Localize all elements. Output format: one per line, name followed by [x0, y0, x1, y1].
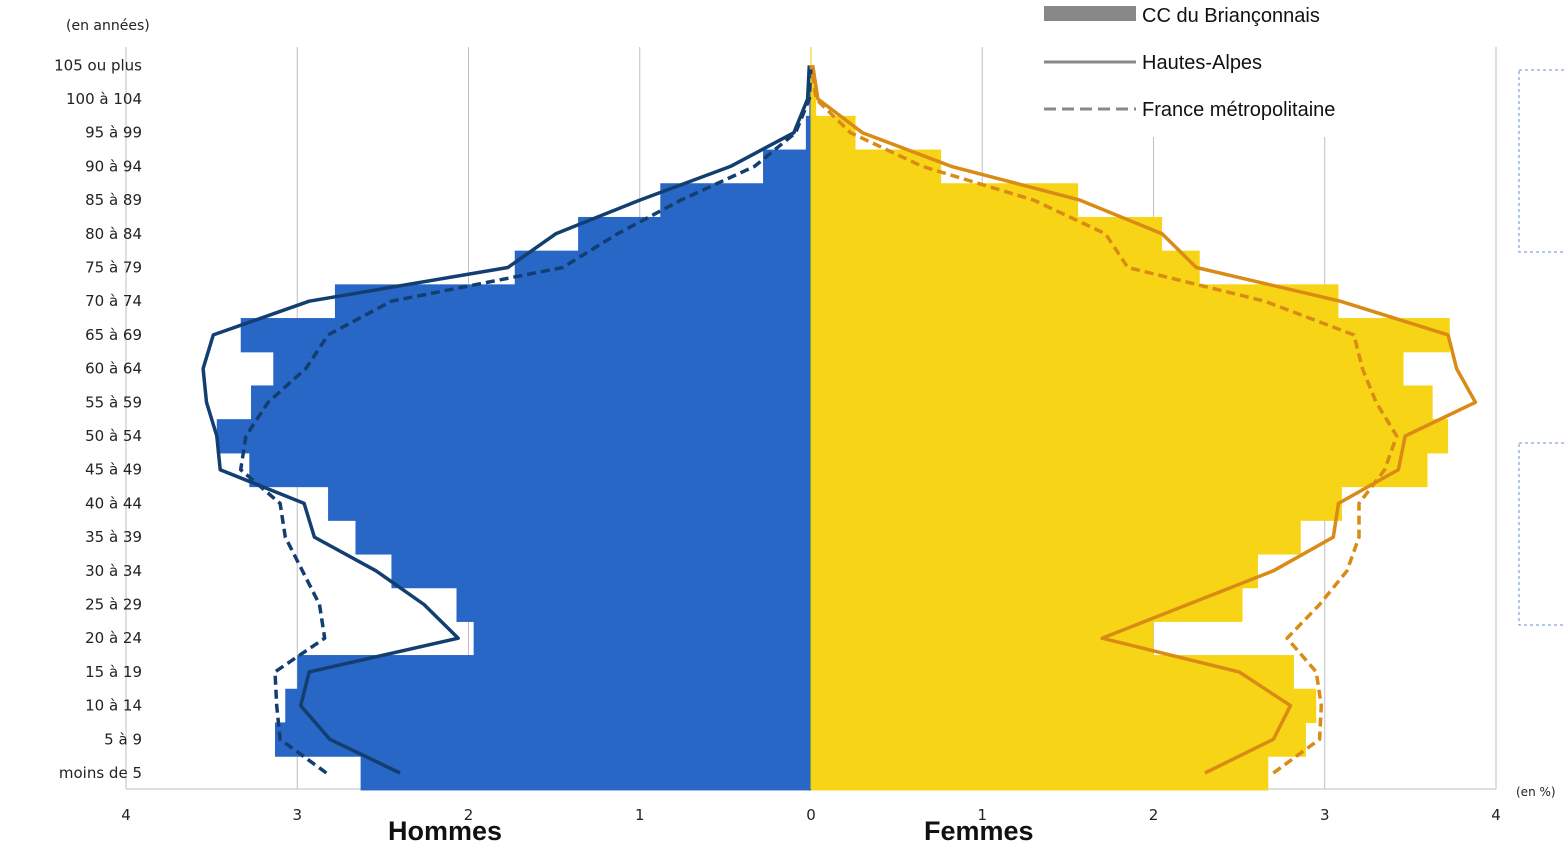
- bar-women-16: [811, 216, 1163, 252]
- bar-men-13: [240, 318, 812, 353]
- bar-men-14: [334, 284, 811, 319]
- category-label: 80 à 84: [85, 225, 142, 243]
- legend-label-france: France métropolitaine: [1142, 99, 1335, 121]
- bar-men-2: [285, 688, 811, 724]
- line-layer: [201, 65, 1478, 775]
- line-dept-men: [201, 65, 812, 775]
- bar-men-19: [805, 115, 811, 151]
- category-label: 25 à 29: [85, 596, 142, 614]
- bar-women-9: [811, 452, 1428, 488]
- x-unit-label: (en %): [1516, 785, 1556, 799]
- bar-women-15: [811, 250, 1200, 285]
- bar-men-10: [216, 419, 811, 454]
- bar-men-5: [456, 587, 811, 622]
- legend-background: [1038, 0, 1383, 137]
- x-tick-label: 4: [121, 806, 131, 824]
- category-label: 90 à 94: [85, 157, 142, 175]
- category-label: 105 ou plus: [54, 56, 142, 74]
- category-label: moins de 5: [59, 764, 142, 782]
- women-side-label: Femmes: [924, 816, 1034, 845]
- bar-men-3: [297, 655, 811, 690]
- legend: CC du Briançonnais Hautes-Alpes France m…: [1038, 0, 1383, 137]
- x-tick-label: 3: [292, 806, 302, 824]
- category-label: 95 à 99: [85, 124, 142, 142]
- x-tick-label: 4: [1491, 806, 1501, 824]
- category-label: 50 à 54: [85, 427, 142, 445]
- bar-men-17: [660, 183, 811, 218]
- bar-women-10: [811, 419, 1449, 454]
- bar-men-18: [763, 149, 811, 184]
- bar-women-3: [811, 655, 1294, 690]
- category-label: 10 à 14: [85, 697, 142, 715]
- bar-men-9: [249, 452, 812, 488]
- bar-women-20: [811, 82, 817, 117]
- x-tick-label: 2: [1149, 806, 1159, 824]
- line-dept-women: [810, 65, 1478, 775]
- category-label: 45 à 49: [85, 461, 142, 479]
- x-tick-label: 1: [635, 806, 645, 824]
- category-label: 60 à 64: [85, 360, 142, 378]
- bar-women-11: [811, 385, 1433, 420]
- bar-men-7: [355, 520, 811, 555]
- bar-men-15: [514, 250, 811, 285]
- bar-women-13: [811, 318, 1450, 353]
- bar-men-11: [251, 385, 811, 420]
- category-label: 40 à 44: [85, 494, 142, 512]
- category-labels: moins de 5 5 à 9 10 à 14 15 à 19 20 à 24 25 à…: [54, 56, 142, 782]
- bar-women-8: [811, 486, 1342, 521]
- bar-men-1: [274, 722, 811, 757]
- category-label: 65 à 69: [85, 326, 142, 344]
- bar-men-6: [391, 553, 811, 589]
- x-tick-label: 1: [977, 806, 987, 824]
- men-side-label: Hommes: [388, 816, 502, 845]
- category-label: 100 à 104: [66, 90, 142, 108]
- bar-men-0: [360, 756, 811, 791]
- category-label: 75 à 79: [85, 259, 142, 277]
- bar-men-8: [328, 486, 811, 521]
- legend-swatch-bar: [1044, 6, 1136, 21]
- line-france-women: [809, 65, 1399, 775]
- bar-women-6: [811, 553, 1258, 589]
- bar-women-7: [811, 520, 1301, 555]
- bar-women-2: [811, 688, 1317, 724]
- category-label: 85 à 89: [85, 191, 142, 209]
- bar-men-12: [273, 351, 811, 387]
- bar-men-4: [473, 621, 811, 656]
- bar-women-5: [811, 587, 1243, 622]
- category-label: 30 à 34: [85, 562, 142, 580]
- x-tick-label: 0: [806, 806, 816, 824]
- x-tick-labels: 4 3 2 1 0 1 2 3 4: [121, 806, 1501, 824]
- category-label: 55 à 59: [85, 393, 142, 411]
- category-label: 35 à 39: [85, 528, 142, 546]
- bar-women-1: [811, 722, 1306, 757]
- bar-men-16: [578, 216, 811, 252]
- category-label: 5 à 9: [104, 730, 142, 748]
- x-tick-label: 3: [1320, 806, 1330, 824]
- category-label: 20 à 24: [85, 629, 142, 647]
- side-box-top: [1518, 69, 1564, 253]
- x-tick-label: 2: [464, 806, 474, 824]
- bar-layer: [216, 47, 1450, 791]
- line-france-men: [238, 65, 813, 775]
- category-label: 70 à 74: [85, 292, 142, 310]
- y-axis-label: (en années): [66, 18, 150, 34]
- legend-label-dept: Hautes-Alpes: [1142, 52, 1262, 74]
- category-label: 15 à 19: [85, 663, 142, 681]
- legend-label-cc: CC du Briançonnais: [1142, 5, 1320, 27]
- bar-women-12: [811, 351, 1404, 387]
- bar-women-4: [811, 621, 1154, 656]
- bar-women-14: [811, 284, 1339, 319]
- side-box-bottom: [1518, 442, 1564, 626]
- bar-women-0: [811, 756, 1269, 791]
